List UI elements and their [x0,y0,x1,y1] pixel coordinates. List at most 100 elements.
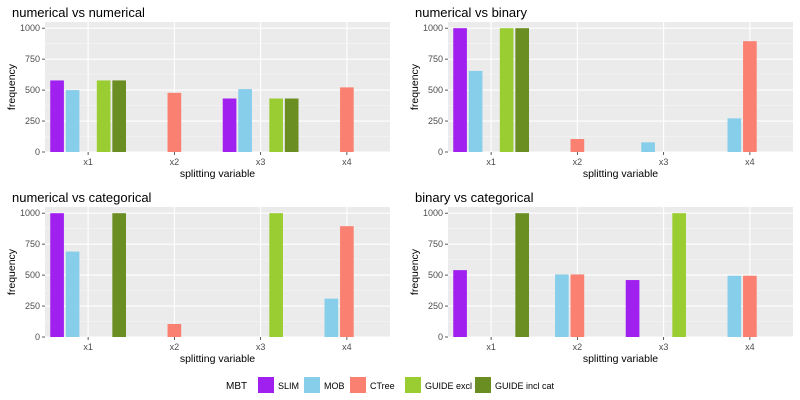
x-tick-label: x1 [83,157,93,167]
bar-guide-incl-cat-x3 [284,98,299,152]
bar-ctree-x2 [570,274,585,337]
x-tick-label: x4 [342,342,352,352]
x-tick-label: x4 [342,157,352,167]
legend-label: MOB [324,381,345,391]
y-tick-label: 500 [25,270,40,280]
y-tick-label: 1000 [20,23,40,33]
bar-guide-excl-cat-x3 [672,213,686,337]
y-axis-title: frequency [409,248,421,295]
legend-label: SLIM [278,381,299,391]
x-tick-label: x1 [83,342,93,352]
y-tick-label: 750 [25,54,40,64]
y-tick-label: 750 [428,239,443,249]
bar-ctree-x2 [570,139,585,152]
bar-guide-incl-cat-x1 [515,28,530,152]
x-axis-title: splitting variable [583,353,658,365]
bar-ctree-x2 [167,324,182,337]
x-tick-label: x2 [573,157,583,167]
x-axis-title: splitting variable [180,353,255,365]
plot-background [45,22,390,152]
y-axis-title: frequency [6,248,18,295]
bar-slim-x3 [222,98,237,152]
legend-label: GUIDE incl cat [495,381,555,391]
y-axis-title: frequency [6,63,18,110]
bar-mob-x2 [555,274,569,337]
panel-title: numerical vs categorical [12,190,152,205]
bar-ctree-x4 [340,226,354,337]
y-tick-label: 0 [35,147,40,157]
y-tick-label: 250 [25,116,40,126]
bar-mob-x4 [727,275,742,337]
y-tick-label: 250 [428,301,443,311]
bar-guide-incl-cat-x1 [112,80,127,152]
y-tick-label: 1000 [20,208,40,218]
panel-title: binary vs categorical [415,190,534,205]
legend-key-guide-incl-cat [475,377,491,393]
legend-label: CTree [370,381,395,391]
x-tick-label: x3 [256,342,266,352]
bar-mob-x3 [641,142,655,152]
panel-3: 0 250 500 750 1000 x1 x2 x3 x4 splitting variable… [6,190,390,365]
x-tick-label: x1 [486,157,496,167]
panel-1: 0 250 500 750 1000 x1 x2 x3 x4 splitting variable… [6,5,390,180]
x-tick-label: x2 [573,342,583,352]
x-tick-label: x2 [170,157,180,167]
bar-ctree-x4 [743,275,757,337]
legend-label: GUIDE excl cat [425,381,487,391]
legend-key-ctree [350,377,366,393]
y-tick-label: 250 [25,301,40,311]
bar-mob-x1 [65,90,80,152]
bar-guide-excl-cat-x1 [499,28,514,152]
y-tick-label: 250 [428,116,443,126]
x-tick-label: x2 [170,342,180,352]
plot-background [45,207,390,337]
bar-slim-x3 [625,280,640,337]
panel-4: 0 250 500 750 1000 x1 x2 x3 x4 splitting variable… [409,190,793,365]
x-tick-label: x3 [659,342,669,352]
legend-key-mob [304,377,320,393]
bar-slim-x1 [453,270,467,337]
y-tick-label: 0 [35,332,40,342]
legend-key-guide-excl-cat [405,377,421,393]
bar-guide-incl-cat-x1 [515,213,530,337]
y-tick-label: 750 [25,239,40,249]
x-tick-label: x4 [745,157,755,167]
y-axis-title: frequency [409,63,421,110]
bar-mob-x1 [65,251,80,337]
bar-guide-excl-cat-x3 [269,98,283,152]
y-tick-label: 750 [428,54,443,64]
bar-slim-x1 [453,28,467,152]
bar-slim-x1 [50,213,64,337]
bar-guide-incl-cat-x1 [112,213,127,337]
panel-2: 0 250 500 750 1000 x1 x2 x3 x4 splitting variable… [409,5,793,180]
bar-ctree-x2 [167,92,182,152]
bar-ctree-x4 [340,87,354,152]
bar-guide-excl-cat-x1 [96,80,111,152]
legend-key-slim [258,377,274,393]
y-tick-label: 500 [428,270,443,280]
panel-title: numerical vs binary [415,5,527,20]
x-tick-label: x1 [486,342,496,352]
plot-background [448,22,793,152]
x-axis-title: splitting variable [180,168,255,180]
y-tick-label: 500 [25,85,40,95]
bar-slim-x1 [50,80,64,152]
y-tick-label: 1000 [423,23,443,33]
x-axis-title: splitting variable [583,168,658,180]
y-tick-label: 0 [438,147,443,157]
bar-mob-x1 [468,70,483,152]
x-tick-label: x3 [659,157,669,167]
bar-mob-x4 [727,118,742,152]
plot-background [448,207,793,337]
x-tick-label: x3 [256,157,266,167]
bar-ctree-x4 [743,41,757,152]
panel-title: numerical vs numerical [12,5,145,20]
bar-mob-x3 [238,89,252,152]
x-tick-label: x4 [745,342,755,352]
y-tick-label: 0 [438,332,443,342]
bar-guide-excl-cat-x3 [269,213,283,337]
y-tick-label: 500 [428,85,443,95]
panels: 0 250 500 750 1000 x1 x2 x3 x4 splitting variable… [6,5,793,365]
y-tick-label: 1000 [423,208,443,218]
